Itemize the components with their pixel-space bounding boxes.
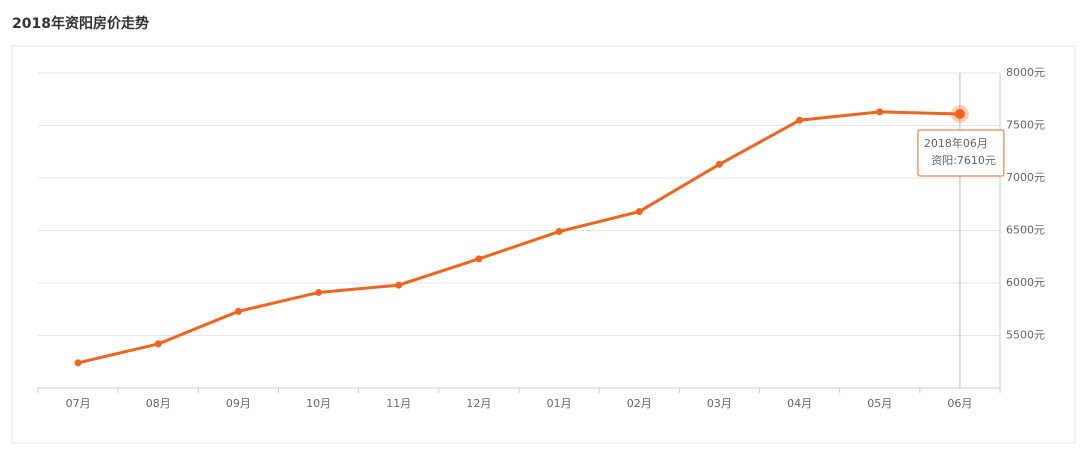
y-tick-label: 7000元 (1006, 171, 1045, 184)
tooltip-box (917, 129, 1005, 177)
tooltip-label: 资阳:7610元 (931, 154, 996, 167)
x-tick-label: 02月 (627, 397, 652, 410)
x-tick-label: 08月 (146, 397, 171, 410)
chart-title: 2018年资阳房价走势 (12, 15, 149, 32)
point (475, 255, 483, 263)
y-tick-label: 7500元 (1006, 119, 1045, 132)
point (234, 307, 242, 315)
point (954, 108, 965, 119)
x-tick-label: 11月 (386, 397, 411, 410)
x-tick-label: 01月 (547, 397, 572, 410)
x-tick-label: 05月 (867, 397, 892, 410)
x-tick-label: 06月 (947, 397, 972, 410)
x-tick-label: 07月 (66, 397, 91, 410)
point (796, 116, 804, 124)
point (555, 228, 563, 236)
point (74, 359, 82, 367)
x-tick-label: 04月 (787, 397, 812, 410)
point (154, 340, 162, 348)
line (77, 110, 960, 365)
point (715, 160, 723, 168)
x-tick-label: 09月 (226, 397, 251, 410)
tooltip-title: 2018年06月 (924, 136, 988, 150)
point (635, 208, 643, 216)
x-tick-label: 03月 (707, 397, 732, 410)
y-tick-label: 6500元 (1006, 224, 1045, 237)
point (876, 108, 884, 116)
x-tick-label: 12月 (466, 397, 491, 410)
point (395, 281, 403, 289)
x-tick-label: 10月 (306, 397, 331, 410)
y-tick-label: 5500元 (1006, 329, 1045, 342)
y-tick-label: 6000元 (1006, 276, 1045, 289)
point (315, 288, 323, 296)
y-tick-label: 8000元 (1006, 66, 1045, 79)
chart-frame (11, 45, 1076, 444)
